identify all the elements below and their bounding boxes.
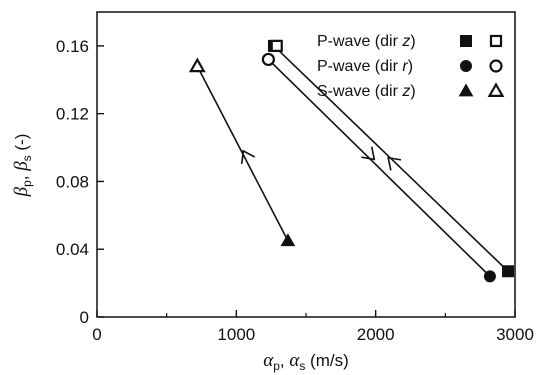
x-tick-label: 0 xyxy=(92,325,101,344)
series-line xyxy=(267,58,491,277)
y-tick-label: 0.12 xyxy=(56,105,89,124)
legend-label: P-wave (dir r) xyxy=(317,58,413,75)
data-point xyxy=(270,39,283,52)
data-point xyxy=(188,57,206,73)
x-axis-title: αp, αs (m/s) xyxy=(263,350,349,373)
x-tick-label: 1000 xyxy=(217,325,255,344)
legend-label: P-wave (dir z) xyxy=(317,33,416,50)
data-point xyxy=(502,265,515,278)
series-2 xyxy=(261,52,496,283)
legend: P-wave (dir z) P-wave (dir r) S-wave (dir … xyxy=(317,33,505,100)
legend-marker-open xyxy=(489,34,503,48)
y-tick-label: 0 xyxy=(80,308,89,327)
y-tick-label: 0.16 xyxy=(56,37,89,56)
legend-marker-open xyxy=(487,82,505,97)
x-tick-label: 3000 xyxy=(496,325,534,344)
series-1 xyxy=(267,39,515,278)
y-axis-title: βp, βs (-) xyxy=(11,134,34,198)
data-point xyxy=(261,52,275,67)
legend-marker-filled xyxy=(458,83,474,97)
legend-marker-filled xyxy=(460,35,472,47)
direction-arrow xyxy=(240,149,256,164)
series-3 xyxy=(188,57,296,247)
data-point xyxy=(280,233,296,247)
x-tick-label: 2000 xyxy=(357,325,395,344)
plot-frame xyxy=(96,11,516,318)
data-point xyxy=(483,270,496,283)
legend-marker-open xyxy=(489,59,503,73)
y-tick-label: 0.08 xyxy=(56,172,89,191)
axis-ticks: 0 1000 2000 3000 0 0.04 0.08 0.12 0.16 xyxy=(56,37,534,344)
legend-label: S-wave (dir z) xyxy=(317,83,416,100)
series-layer xyxy=(188,39,515,283)
direction-arrow xyxy=(387,156,402,171)
y-tick-label: 0.04 xyxy=(56,240,89,259)
direction-arrow xyxy=(361,146,376,161)
legend-marker-filled xyxy=(460,60,472,72)
